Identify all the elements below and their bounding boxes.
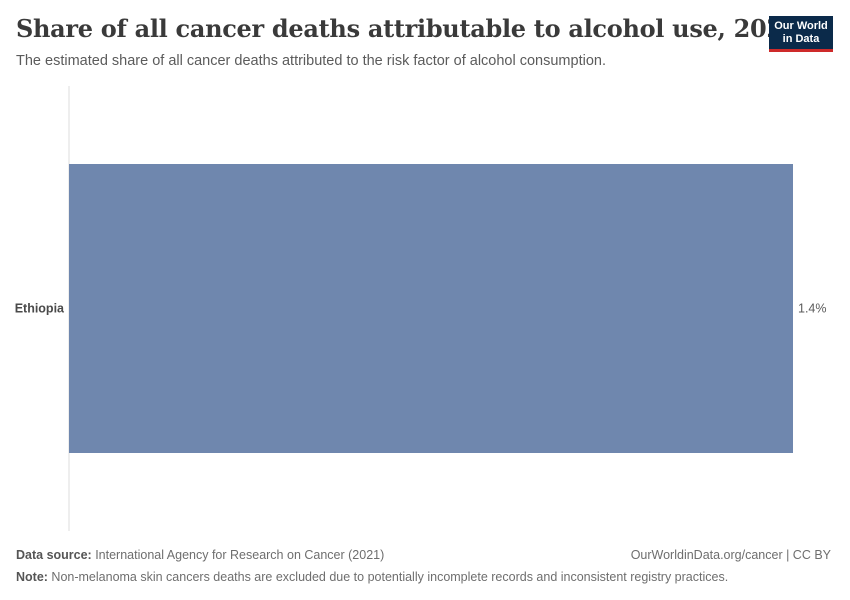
chart-subtitle: The estimated share of all cancer deaths… (16, 53, 606, 69)
category-label: Ethiopia (15, 302, 65, 316)
data-source: Data source: International Agency for Re… (16, 548, 384, 562)
data-source-label: Data source: (16, 548, 92, 562)
bar-ethiopia[interactable] (69, 164, 793, 453)
note-label: Note: (16, 570, 48, 584)
owid-logo[interactable]: Our World in Data (769, 16, 833, 52)
value-label: 1.4% (798, 302, 827, 316)
note-text: Non-melanoma skin cancers deaths are exc… (47, 570, 729, 584)
chart-note: Note: Non-melanoma skin cancers deaths a… (16, 570, 728, 584)
logo-line-2: in Data (782, 33, 820, 45)
logo-line-1: Our World (774, 20, 828, 32)
credit-link[interactable]: OurWorldinData.org/cancer | CC BY (630, 548, 831, 562)
chart-title: Share of all cancer deaths attributable … (16, 14, 800, 43)
data-source-text[interactable]: International Agency for Research on Can… (91, 548, 385, 562)
